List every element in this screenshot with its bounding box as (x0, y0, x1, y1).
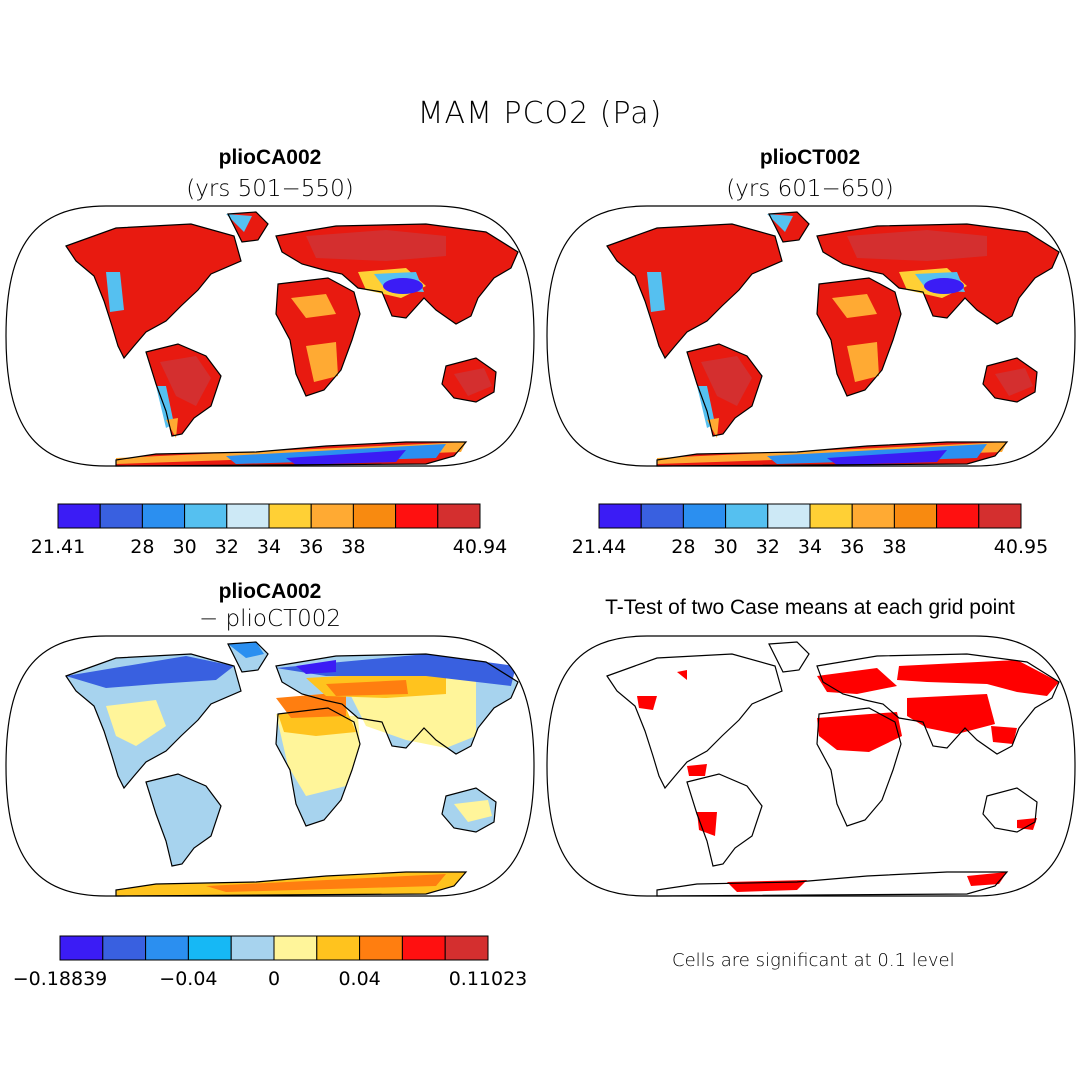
panel2-subtitle: (yrs 601−650) (726, 176, 894, 202)
colorbar-tick-label: 28 (671, 536, 695, 558)
colorbar-tick-label: 30 (173, 536, 197, 558)
colorbar-swatch (936, 503, 980, 529)
colorbar-swatch (141, 503, 186, 529)
colorbar-tick-label: 38 (882, 536, 906, 558)
colorbar-swatch (851, 503, 895, 529)
colorbar-swatch (893, 503, 938, 529)
colorbar-swatch (310, 503, 354, 529)
colorbar-swatch (401, 935, 446, 961)
map-panel-2 (546, 205, 1076, 467)
colorbar-tick-label: −0.18839 (13, 968, 108, 990)
colorbar-swatch (598, 503, 642, 529)
significance-note: Cells are significant at 0.1 level (672, 950, 955, 971)
panel3-case: plioCA002 (218, 580, 322, 603)
figure-title: MAM PCO2 (Pa) (417, 96, 663, 131)
colorbar-tick-label: 34 (798, 536, 822, 558)
colorbar-tick-label: 21.41 (31, 536, 85, 558)
colorbar-swatch (725, 503, 769, 529)
colorbar-tick-label: 34 (257, 536, 281, 558)
colorbar-swatch (767, 503, 811, 529)
colorbar-swatch (640, 503, 684, 529)
colorbar-swatch (682, 503, 727, 529)
colorbar-tick-label: 0.04 (338, 968, 380, 990)
colorbar-tick-label: 32 (215, 536, 239, 558)
map-panel-1 (5, 205, 535, 467)
colorbar-tick-label: 36 (840, 536, 864, 558)
colorbar-tick-label: 40.95 (994, 536, 1048, 558)
colorbar-swatch (352, 503, 397, 529)
colorbar-tick-label: 0 (268, 968, 280, 990)
colorbar-swatch (99, 503, 143, 529)
map-panel-3 (5, 635, 535, 897)
colorbar-swatch (809, 503, 853, 529)
colorbar-swatch (273, 935, 318, 961)
colorbar-swatch (102, 935, 147, 961)
colorbar-tick-label: 28 (130, 536, 154, 558)
colorbar-tick-label: 32 (756, 536, 780, 558)
colorbar-1: 21.41 28 30 32 34 36 38 40.94 (31, 503, 507, 558)
panel1-case: plioCA002 (218, 146, 322, 169)
colorbar-3: −0.18839 −0.04 0 0.04 0.11023 (13, 935, 528, 990)
colorbar-tick-label: 30 (714, 536, 738, 558)
colorbar-swatch (184, 503, 228, 529)
colorbar-swatch (444, 935, 489, 961)
colorbar-tick-label: 38 (341, 536, 365, 558)
colorbar-swatch (145, 935, 189, 961)
colorbar-swatch (226, 503, 270, 529)
panel3-subtitle: − plioCT002 (198, 606, 342, 632)
map-panel-4 (546, 635, 1076, 897)
colorbar-2: 21.44 28 30 32 34 36 38 40.95 (572, 503, 1048, 558)
colorbar-tick-label: 36 (299, 536, 323, 558)
colorbar-swatch (359, 935, 403, 961)
colorbar-swatch (395, 503, 439, 529)
colorbar-tick-label: 21.44 (572, 536, 626, 558)
panel1-subtitle: (yrs 501−550) (186, 176, 354, 202)
colorbar-swatch (978, 503, 1022, 529)
colorbar-swatch (316, 935, 361, 961)
panel4-title: T-Test of two Case means at each grid po… (605, 596, 1015, 619)
panel2-case: plioCT002 (759, 146, 861, 169)
colorbar-swatch (57, 503, 101, 529)
colorbar-tick-label: 40.94 (453, 536, 507, 558)
colorbar-swatch (187, 935, 232, 961)
colorbar-tick-label: 0.11023 (449, 968, 528, 990)
colorbar-tick-label: −0.04 (159, 968, 217, 990)
colorbar-swatch (437, 503, 481, 529)
colorbar-swatch (268, 503, 312, 529)
colorbar-swatch (59, 935, 104, 961)
colorbar-swatch (230, 935, 275, 961)
